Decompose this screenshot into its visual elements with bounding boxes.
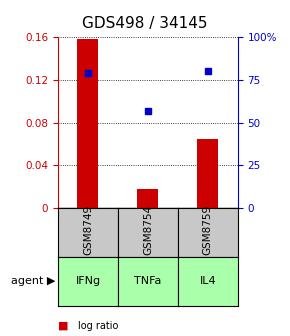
Text: agent ▶: agent ▶ — [11, 277, 55, 286]
Text: log ratio: log ratio — [78, 321, 119, 331]
Text: GSM8759: GSM8759 — [203, 205, 213, 255]
Text: ■: ■ — [58, 321, 68, 331]
Text: IFNg: IFNg — [75, 277, 101, 286]
Text: GSM8754: GSM8754 — [143, 205, 153, 255]
Text: GSM8749: GSM8749 — [83, 205, 93, 255]
Text: GDS498 / 34145: GDS498 / 34145 — [82, 16, 208, 31]
Bar — [197, 139, 218, 208]
Bar — [77, 39, 98, 208]
Text: IL4: IL4 — [200, 277, 216, 286]
Bar — [137, 189, 158, 208]
Text: TNFa: TNFa — [134, 277, 162, 286]
